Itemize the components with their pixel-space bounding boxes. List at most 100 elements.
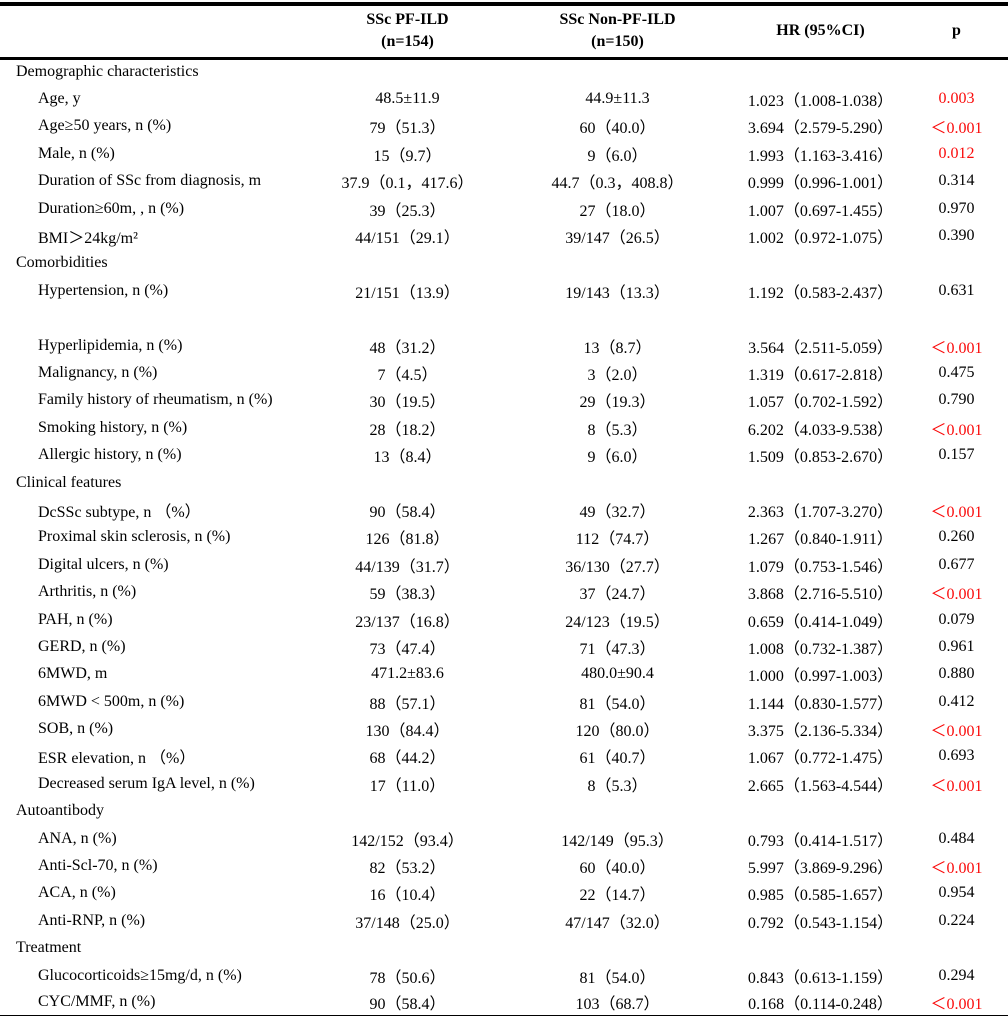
table-row: Hyperlipidemia, n (%) 48（31.2） 13（8.7） 3.56… — [0, 332, 1008, 359]
hr-ci-value: 1.067（0.772-1.475） — [747, 750, 894, 768]
row-label: CYC/MMF, n (%) — [38, 992, 156, 1010]
table-header: SSc PF-ILD (n=154) SSc Non-PF-ILD (n=150… — [0, 4, 1008, 60]
row-label: Glucocorticoids≥15mg/d, n (%) — [38, 966, 242, 984]
table-row: 6MWD < 500m, n (%) 88（57.1） 81（54.0） 1.144（… — [0, 688, 1008, 715]
p-value: 0.970 — [938, 199, 975, 217]
hr-ci-value — [740, 469, 915, 496]
non-pf-ild-value: 61（40.7） — [579, 750, 656, 768]
p-value: 0.390 — [938, 227, 975, 245]
header-non-pf-ild-group: SSc Non-PF-ILD (n=150) — [475, 4, 740, 60]
table-row: Male, n (%) 15（9.7） 9（6.0） 1.993（1.163-3.41… — [0, 140, 1008, 167]
p-value: ＜0.001 — [930, 586, 983, 604]
section-row: Demographic characteristics — [0, 58, 1008, 85]
hr-ci-value: 0.792（0.543-1.154） — [747, 914, 894, 932]
hr-ci-value: 1.000（0.997-1.003） — [747, 668, 894, 686]
p-value: ＜0.001 — [930, 120, 983, 138]
pf-ild-value: 30（19.5） — [369, 394, 446, 412]
table-row: Anti-RNP, n (%) 37/148（25.0） 47/147（32.0） 0… — [0, 907, 1008, 934]
row-label: Age, y — [38, 90, 81, 108]
p-value: 0.012 — [938, 144, 975, 162]
non-pf-ild-value: 8（5.3） — [587, 421, 648, 439]
pf-ild-value: 90（58.4） — [369, 995, 446, 1013]
row-label: Smoking history, n (%) — [38, 418, 188, 436]
table-row: ESR elevation, n （%） 68（44.2） 61（40.7） 1.06… — [0, 743, 1008, 770]
pf-ild-value: 78（50.6） — [369, 969, 446, 987]
pf-ild-value: 48（31.2） — [369, 339, 446, 357]
hr-ci-value: 1.192（0.583-2.437） — [747, 284, 894, 302]
table-row: ACA, n (%) 16（10.4） 22（14.7） 0.985（0.585-1.… — [0, 880, 1008, 907]
hr-ci-value: 3.375（2.136-5.334） — [747, 723, 894, 741]
pf-ild-value: 23/137（16.8） — [355, 613, 460, 631]
non-pf-ild-value: 3（2.0） — [587, 366, 648, 384]
header-variable-column — [0, 4, 340, 60]
table-row: Hypertension, n (%) 21/151（13.9） 19/143（13… — [0, 277, 1008, 304]
row-label: Treatment — [16, 939, 82, 957]
pf-ild-value: 28（18.2） — [369, 421, 446, 439]
hr-ci-value — [740, 305, 915, 332]
row-label: 6MWD < 500m, n (%) — [38, 692, 185, 710]
p-value: ＜0.001 — [930, 503, 983, 521]
row-label: Demographic characteristics — [16, 63, 199, 81]
p-value: 0.631 — [938, 281, 975, 299]
row-label: Allergic history, n (%) — [38, 446, 182, 464]
table-row: CYC/MMF, n (%) 90（58.4） 103（68.7） 0.168（0.1… — [0, 989, 1008, 1016]
p-value: 0.314 — [938, 172, 975, 190]
non-pf-ild-value: 9（6.0） — [587, 449, 648, 467]
row-label: Proximal skin sclerosis, n (%) — [38, 528, 231, 546]
row-label: ESR elevation, n （%） — [38, 750, 196, 768]
non-pf-ild-value — [475, 469, 740, 496]
non-pf-ild-value: 39/147（26.5） — [565, 230, 670, 248]
header-p-value: p — [915, 4, 1008, 60]
non-pf-ild-value: 22（14.7） — [579, 887, 656, 905]
non-pf-ild-value — [475, 935, 740, 962]
row-label: GERD, n (%) — [38, 637, 126, 655]
pf-ild-value: 44/151（29.1） — [355, 230, 460, 248]
row-label: Age≥50 years, n (%) — [38, 117, 172, 135]
non-pf-ild-value: 71（47.3） — [579, 640, 656, 658]
row-label: Anti-RNP, n (%) — [38, 911, 146, 929]
hr-ci-value: 0.985（0.585-1.657） — [747, 887, 894, 905]
row-label: Comorbidities — [16, 254, 108, 272]
non-pf-ild-value: 112（74.7） — [575, 531, 660, 549]
non-pf-ild-value: 81（54.0） — [579, 969, 656, 987]
pf-ild-value: 21/151（13.9） — [355, 284, 460, 302]
header-hr-ci: HR (95%CI) — [740, 4, 915, 60]
pf-ild-value: 48.5±11.9 — [375, 90, 440, 108]
header-pf-ild-n: (n=154) — [381, 33, 434, 51]
non-pf-ild-value — [475, 305, 740, 332]
hr-ci-value: 1.267（0.840-1.911） — [748, 531, 893, 549]
spacer-row — [0, 305, 1008, 332]
row-label: Male, n (%) — [38, 144, 115, 162]
row-label: BMI＞24kg/m² — [38, 230, 138, 248]
p-value — [915, 935, 1008, 962]
pf-ild-value: 126（81.8） — [365, 531, 450, 549]
section-row: Autoantibody — [0, 798, 1008, 825]
pf-ild-value: 17（11.0） — [369, 777, 446, 795]
hr-ci-value: 1.509（0.853-2.670） — [747, 449, 894, 467]
table-row: BMI＞24kg/m² 44/151（29.1） 39/147（26.5） 1.002… — [0, 222, 1008, 249]
header-pf-ild-name: SSc PF-ILD — [366, 11, 449, 29]
non-pf-ild-value: 37（24.7） — [579, 586, 656, 604]
non-pf-ild-value: 13（8.7） — [583, 339, 652, 357]
table-row: Age, y 48.5±11.9 44.9±11.3 1.023（1.008-1.03… — [0, 85, 1008, 112]
table-row: DcSSc subtype, n （%） 90（58.4） 49（32.7） 2.36… — [0, 496, 1008, 523]
p-value: 0.412 — [938, 692, 975, 710]
hr-ci-value: 0.168（0.114-0.248） — [748, 995, 893, 1013]
hr-ci-value: 3.868（2.716-5.510） — [747, 586, 894, 604]
p-value: 0.880 — [938, 665, 975, 683]
table-row: Digital ulcers, n (%) 44/139（31.7） 36/130（… — [0, 551, 1008, 578]
p-value: 0.484 — [938, 829, 975, 847]
non-pf-ild-value: 103（68.7） — [575, 995, 660, 1013]
table-row: SOB, n (%) 130（84.4） 120（80.0） 3.375（2.136-… — [0, 715, 1008, 742]
table-row: Duration of SSc from diagnosis, m 37.9（0.… — [0, 168, 1008, 195]
p-value — [915, 250, 1008, 277]
hr-ci-value: 6.202（4.033-9.538） — [747, 421, 894, 439]
pf-ild-value: 142/152（93.4） — [351, 832, 464, 850]
hr-ci-value: 1.057（0.702-1.592） — [747, 394, 894, 412]
pf-ild-value: 82（53.2） — [369, 860, 446, 878]
non-pf-ild-value: 36/130（27.7） — [565, 558, 670, 576]
p-value: 0.954 — [938, 884, 975, 902]
row-label: SOB, n (%) — [38, 720, 114, 738]
table-row: GERD, n (%) 73（47.4） 71（47.3） 1.008（0.732-1… — [0, 633, 1008, 660]
non-pf-ild-value: 81（54.0） — [579, 695, 656, 713]
